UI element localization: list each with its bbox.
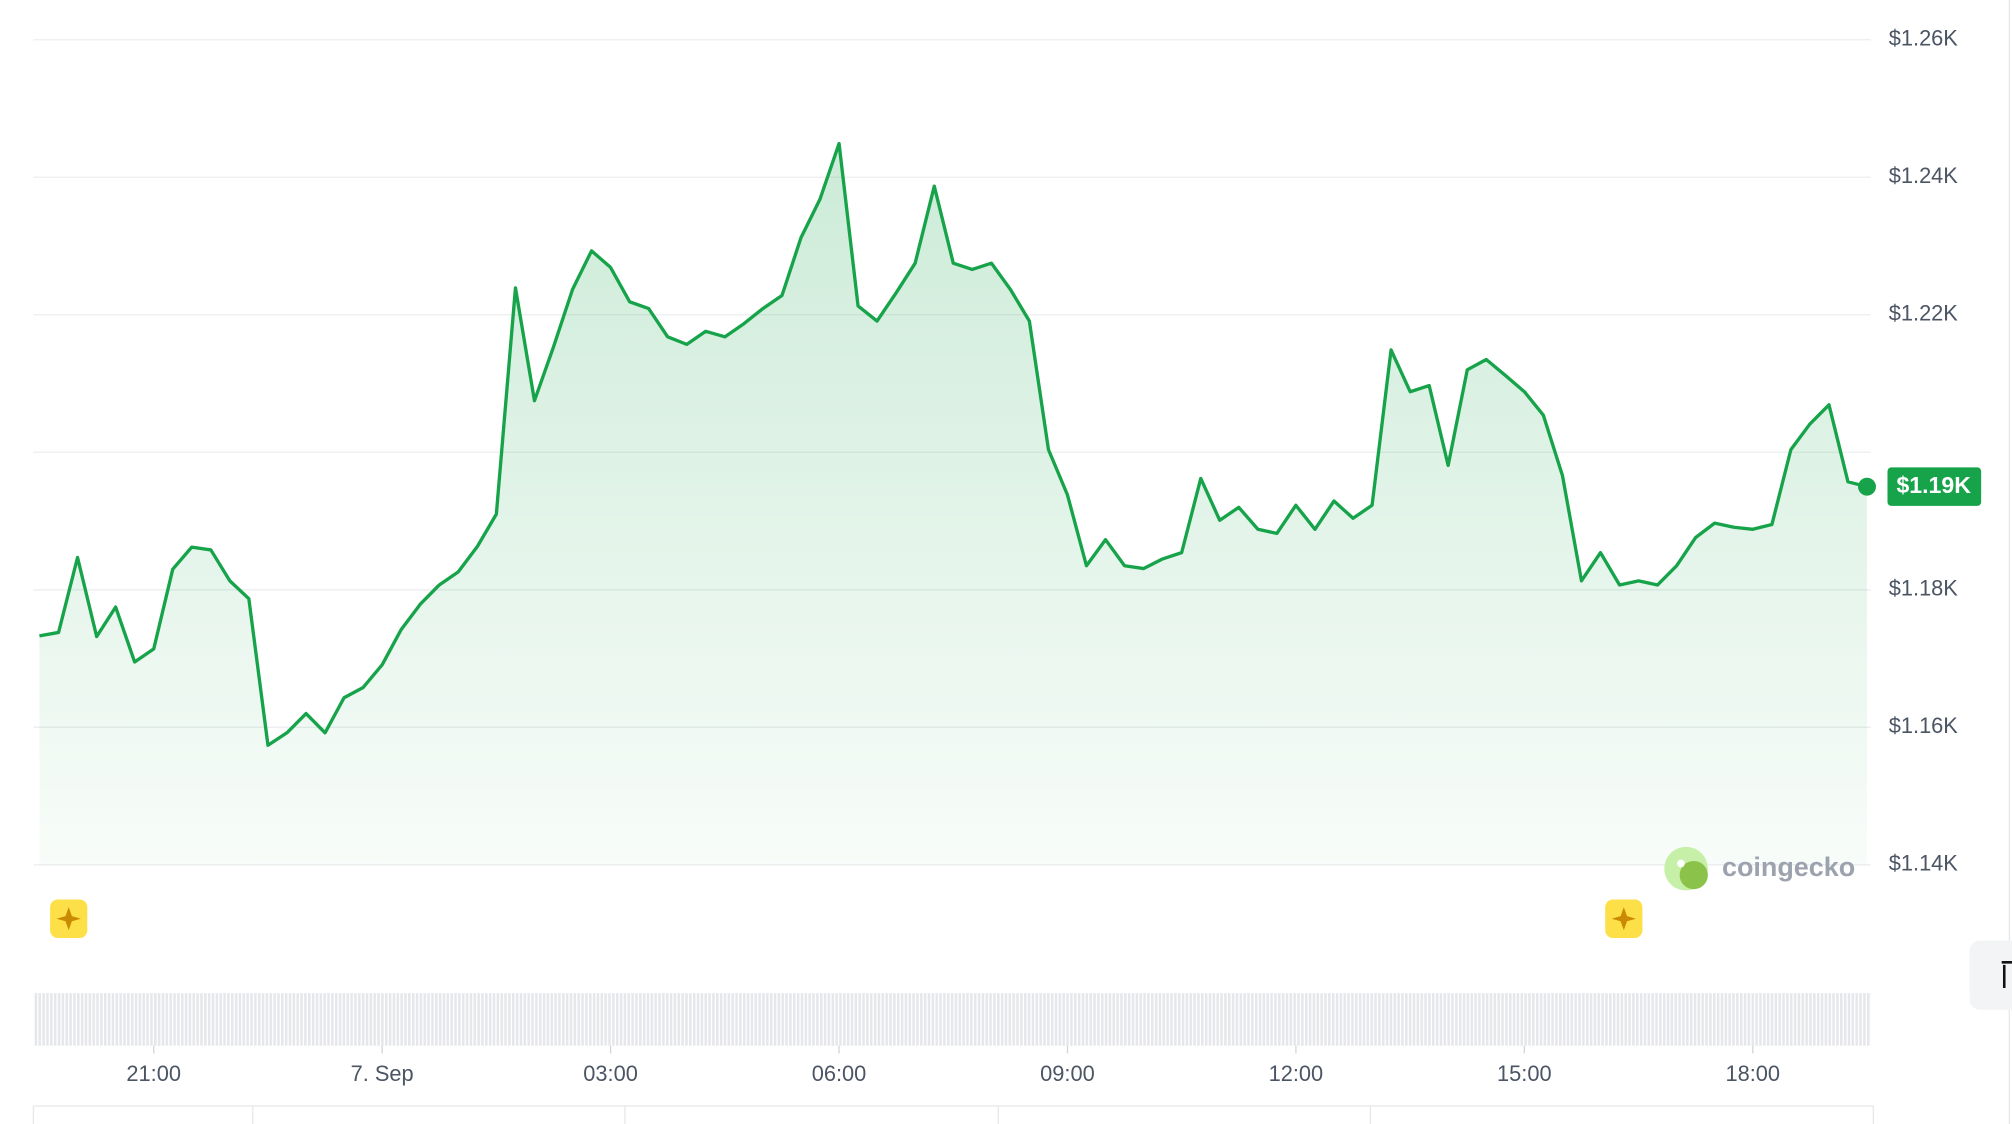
x-tick-label: 12:00	[1269, 1061, 1324, 1086]
x-tick-label: 18:00	[1726, 1061, 1781, 1086]
event-marker[interactable]	[1605, 899, 1643, 938]
x-tick-label: 03:00	[583, 1061, 638, 1086]
y-tick-label: $1.16K	[1889, 713, 1959, 738]
watermark-logo	[1664, 846, 1708, 891]
volume-strip	[33, 993, 1871, 1046]
y-tick-label: $1.24K	[1889, 163, 1959, 188]
y-tick-label: $1.22K	[1889, 301, 1959, 326]
x-tick-label: 15:00	[1497, 1061, 1552, 1086]
watermark: coingecko	[1722, 852, 1855, 882]
x-tick-label: 09:00	[1040, 1061, 1095, 1086]
x-tick-label: 7. Sep	[351, 1061, 414, 1086]
scroll-top-button[interactable]	[1969, 940, 2012, 1010]
y-tick-label: $1.26K	[1889, 26, 1959, 51]
price-area	[39, 143, 1867, 865]
event-marker[interactable]	[50, 899, 88, 938]
last-price-dot	[1858, 477, 1876, 496]
price-badge	[1887, 467, 1982, 506]
range-tabs	[32, 1105, 1875, 1124]
y-tick-label: $1.18K	[1889, 576, 1959, 601]
y-tick-label: $1.14K	[1889, 851, 1959, 876]
x-tick-label: 06:00	[812, 1061, 867, 1086]
plot	[39, 141, 1876, 865]
price-line	[39, 141, 1868, 747]
price-badge-label: $1.19K	[1896, 472, 1971, 498]
x-tick-label: 21:00	[126, 1061, 181, 1086]
